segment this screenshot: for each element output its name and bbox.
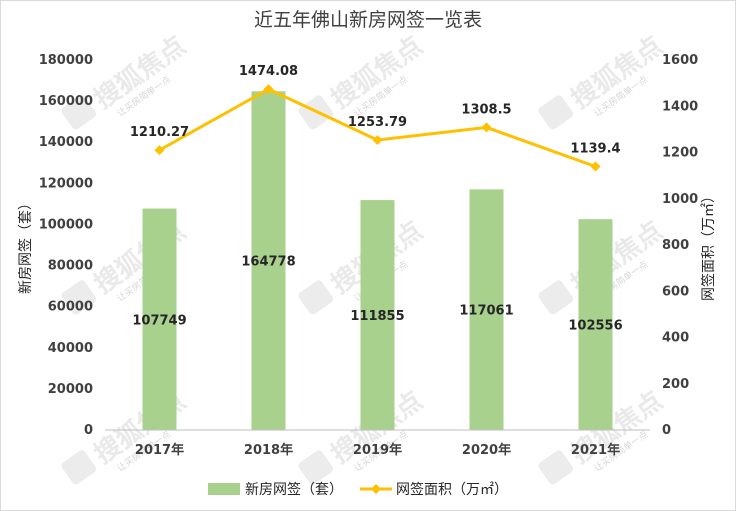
watermark-logo-icon (538, 450, 574, 485)
line-marker (154, 145, 165, 156)
left-axis-label: 新房网签（套） (17, 196, 34, 294)
legend-line-label: 网签面积（万㎡） (396, 481, 508, 498)
x-tick-label: 2018年 (244, 442, 293, 458)
bar-data-label: 102556 (568, 319, 622, 334)
chart-title: 近五年佛山新房网签一览表 (254, 9, 482, 31)
bar-data-label: 117061 (459, 304, 513, 319)
bar (578, 219, 613, 430)
right-tick-label: 1400 (662, 99, 698, 114)
left-tick-label: 40000 (48, 341, 93, 356)
bar-series: 107749 164778 111855 117061 102556 (132, 91, 623, 430)
watermark-logo-icon (61, 280, 97, 315)
left-tick-label: 140000 (39, 135, 93, 150)
watermark-logo-icon (61, 450, 97, 485)
watermark-logo-icon (298, 280, 334, 315)
line-data-label: 1210.27 (130, 125, 189, 140)
bar (360, 200, 395, 430)
line-data-label: 1139.4 (570, 142, 620, 157)
line-data-label: 1474.08 (239, 64, 298, 79)
right-tick-label: 1000 (662, 192, 698, 207)
left-axis: 0 20000 40000 60000 80000 100000 120000 140000 1… (39, 53, 93, 438)
right-tick-label: 800 (662, 238, 689, 253)
x-tick-label: 2019年 (353, 442, 402, 458)
legend-line-marker (371, 484, 381, 494)
x-tick-label: 2021年 (571, 442, 620, 458)
x-tick-label: 2017年 (135, 442, 184, 458)
left-tick-label: 120000 (39, 176, 93, 191)
bar-data-label: 111855 (350, 309, 404, 324)
right-axis: 0 200 400 600 800 1000 1200 1400 1600 (662, 53, 698, 438)
line-series: 1210.27 1474.08 1253.79 1308.5 1139.4 (130, 64, 621, 172)
line-data-label: 1253.79 (348, 115, 407, 130)
legend-bar-label: 新房网签（套） (245, 481, 343, 498)
left-tick-label: 60000 (48, 300, 93, 315)
left-tick-label: 180000 (39, 53, 93, 68)
left-tick-label: 100000 (39, 217, 93, 232)
right-axis-label: 网签面积（万㎡） (700, 189, 717, 301)
bar-data-label: 107749 (132, 313, 186, 328)
bar (142, 208, 177, 430)
x-axis: 2017年 2018年 2019年 2020年 2021年 (105, 429, 650, 458)
line-data-label: 1308.5 (461, 102, 511, 117)
right-tick-label: 1200 (662, 146, 698, 161)
right-tick-label: 600 (662, 284, 689, 299)
watermark-logo-icon (298, 450, 334, 485)
legend-bar-swatch (208, 483, 240, 495)
left-tick-label: 0 (84, 423, 93, 438)
left-tick-label: 80000 (48, 259, 93, 274)
watermark-logo-icon (61, 95, 97, 130)
left-tick-label: 20000 (48, 382, 93, 397)
right-tick-label: 200 (662, 377, 689, 392)
watermark-logo-icon (538, 280, 574, 315)
line-marker (481, 122, 492, 133)
bar-data-label: 164778 (241, 255, 295, 270)
right-tick-label: 0 (662, 423, 671, 438)
line-marker (590, 161, 601, 172)
x-tick-label: 2020年 (462, 442, 511, 458)
legend: 新房网签（套） 网签面积（万㎡） (208, 481, 508, 498)
watermark-logo-icon (538, 95, 574, 130)
right-tick-label: 1600 (662, 53, 698, 68)
bar (251, 91, 286, 430)
bar (469, 189, 504, 430)
line-marker (372, 135, 383, 146)
right-tick-label: 400 (662, 331, 689, 346)
left-tick-label: 160000 (39, 94, 93, 109)
line-marker (263, 84, 274, 95)
